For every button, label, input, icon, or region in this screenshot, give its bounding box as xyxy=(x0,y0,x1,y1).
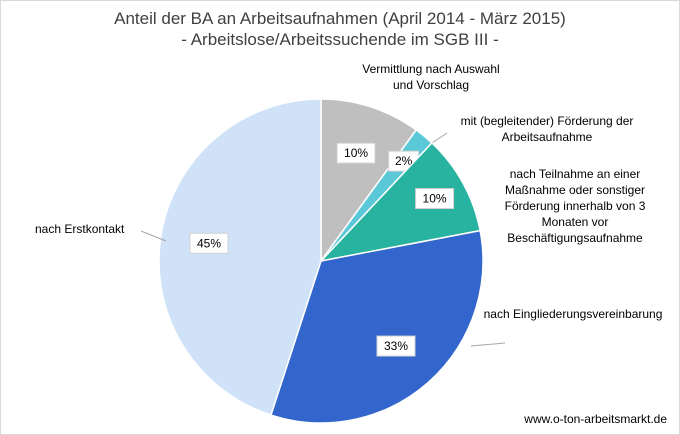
pie-slice xyxy=(320,98,418,264)
category-label: nach Erstkontakt xyxy=(35,222,125,236)
chart-subtitle: - Arbeitslose/Arbeitssuchende im SGB III… xyxy=(181,30,499,49)
value-label: 33% xyxy=(384,339,408,353)
chart-title: Anteil der BA an Arbeitsaufnahmen (April… xyxy=(114,9,566,28)
value-label-box xyxy=(415,188,455,210)
value-label: 45% xyxy=(197,236,221,250)
category-label: Vermittlung nach Auswahl und Vorschlag xyxy=(362,62,499,92)
value-label-box xyxy=(336,142,376,164)
value-label-box xyxy=(189,232,229,254)
value-label: 2% xyxy=(395,154,413,168)
value-label: 10% xyxy=(344,146,368,160)
value-label-box xyxy=(376,335,416,357)
pie-slice xyxy=(318,141,482,263)
category-label: nach Eingliederungsvereinbarung xyxy=(484,307,663,321)
leader-line xyxy=(470,342,506,347)
category-label: mit (begleitender) Förderung der Arbeitsa… xyxy=(461,114,634,144)
value-label: 10% xyxy=(423,192,447,206)
pie-slice xyxy=(269,229,484,424)
leader-line xyxy=(140,230,167,242)
pie-slice xyxy=(158,98,322,417)
category-label: nach Teilnahme an einer Maßnahme oder son… xyxy=(505,167,646,245)
source-credit: www.o-ton-arbeitsmarkt.de xyxy=(524,412,667,426)
